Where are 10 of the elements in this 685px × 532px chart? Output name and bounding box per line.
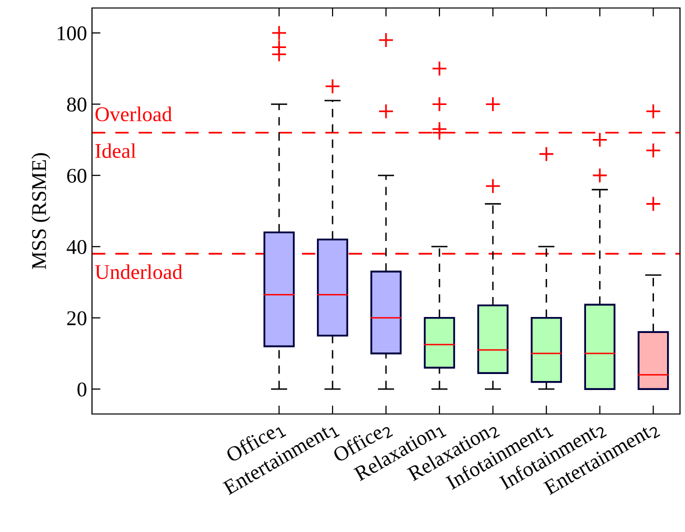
y-tick-label: 80 <box>67 98 86 112</box>
y-tick-label: 0 <box>78 382 86 397</box>
y-tick-label: 20 <box>67 311 86 326</box>
y-tick-label: 100 <box>58 26 86 40</box>
y-tick-label: 40 <box>66 240 86 254</box>
annotation: Ideal <box>95 143 136 158</box>
ref-line-label: Underload <box>95 264 182 280</box>
ref-line-label: Overload <box>96 106 172 122</box>
y-axis-title: MSS (RSME) <box>31 153 50 270</box>
y-tick-label: 60 <box>67 168 86 183</box>
